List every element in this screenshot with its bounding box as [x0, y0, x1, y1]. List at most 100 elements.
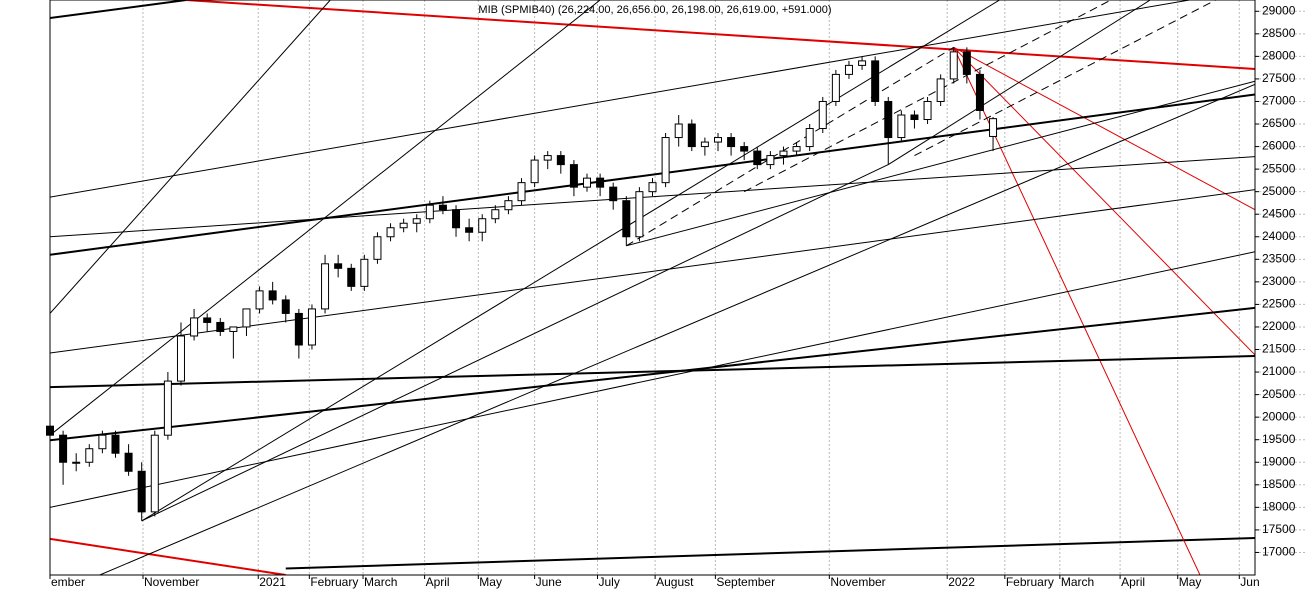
- candle-body: [844, 64, 853, 75]
- y-tick-label: 23500: [1262, 251, 1296, 265]
- candle-body: [59, 434, 68, 463]
- y-tick-label: 27000: [1262, 94, 1296, 108]
- candle-body: [779, 150, 788, 157]
- y-tick-label: 21000: [1262, 364, 1296, 378]
- y-tick-label: 24000: [1262, 229, 1296, 243]
- candle-layer: [46, 47, 998, 521]
- candle-body: [321, 263, 330, 310]
- candle-body: [347, 267, 356, 287]
- x-tick-label: April: [1121, 575, 1145, 589]
- x-tick-label: April: [426, 575, 450, 589]
- y-tick-label: 27500: [1262, 71, 1296, 85]
- x-tick-label: March: [364, 575, 397, 589]
- candle-body: [491, 209, 500, 220]
- trendline: [50, 189, 1255, 354]
- candle-body: [858, 60, 867, 66]
- x-tick-label: November: [830, 575, 885, 589]
- x-tick-label: March: [1061, 575, 1094, 589]
- candle-body: [884, 100, 893, 139]
- candle-body: [452, 209, 461, 229]
- x-tick-label: July: [598, 575, 619, 589]
- candle-body: [176, 335, 185, 382]
- candle-body: [216, 321, 225, 332]
- trendline: [141, 164, 889, 522]
- candle-body: [294, 312, 303, 346]
- trendline: [50, 537, 286, 575]
- candle-body: [975, 73, 984, 111]
- y-tick-label: 26000: [1262, 139, 1296, 153]
- candle-body: [609, 186, 618, 202]
- candle-body: [661, 137, 670, 184]
- candle-body: [281, 299, 290, 314]
- candle-body: [766, 155, 775, 166]
- x-tick-label: 2021: [259, 575, 286, 589]
- x-tick-label: February: [1006, 575, 1054, 589]
- candle-body: [268, 290, 277, 301]
- plot-frame: [49, 0, 1256, 576]
- y-tick-label: 17000: [1262, 545, 1296, 559]
- candle-body: [949, 51, 958, 80]
- x-tick-label: August: [656, 575, 694, 589]
- candle-body: [989, 118, 998, 137]
- candle-body: [412, 218, 421, 224]
- candle-body: [373, 236, 382, 260]
- trendline: [50, 0, 601, 436]
- candle-body: [98, 434, 107, 450]
- candle-body: [360, 258, 369, 287]
- candle-body: [517, 182, 526, 202]
- candle-body: [753, 150, 762, 166]
- candle-body: [897, 114, 906, 139]
- candle-body: [425, 204, 434, 220]
- candle-body: [740, 146, 749, 152]
- candle-body: [530, 159, 539, 184]
- y-tick-label: 22000: [1262, 319, 1296, 333]
- axis-layer: 17000 17500 18000 18500 19000 19500 20000 20500…: [49, 3, 1296, 589]
- grid-layer: [49, 0, 1306, 575]
- x-tick-label: February: [310, 575, 358, 589]
- candle-body: [936, 78, 945, 102]
- candle-body: [583, 177, 592, 188]
- candle-body: [334, 263, 343, 269]
- y-tick-label: 21500: [1262, 342, 1296, 356]
- candle-body: [504, 200, 513, 211]
- y-tick-label: 20500: [1262, 387, 1296, 401]
- trendline: [50, 0, 187, 20]
- trendline: [914, 0, 1216, 157]
- trendline: [50, 251, 1255, 508]
- y-tick-label: 18000: [1262, 500, 1296, 514]
- trendline: [50, 355, 1255, 389]
- x-tick-label: ember: [51, 575, 85, 589]
- y-tick-label: 29000: [1262, 3, 1296, 17]
- trendline: [50, 93, 1255, 256]
- trendline: [953, 47, 1255, 356]
- candle-body: [307, 308, 316, 346]
- y-tick-label: 23000: [1262, 274, 1296, 288]
- candle-body: [203, 317, 212, 323]
- trendline: [285, 537, 1255, 570]
- candle-body: [962, 51, 971, 75]
- candle-body: [150, 434, 159, 513]
- y-tick-label: 19500: [1262, 432, 1296, 446]
- x-tick-label: September: [716, 575, 775, 589]
- candle-body: [923, 100, 932, 121]
- x-tick-label: 2022: [948, 575, 975, 589]
- candle-body: [700, 141, 709, 148]
- x-tick-label: June: [536, 575, 562, 589]
- candle-body: [556, 155, 565, 166]
- x-tick-label: May: [479, 575, 502, 589]
- y-tick-label: 26500: [1262, 116, 1296, 130]
- candle-body: [596, 177, 605, 188]
- candle-body: [622, 200, 631, 238]
- candle-body: [255, 290, 264, 310]
- candle-body: [543, 155, 552, 161]
- trendline: [186, 0, 1255, 70]
- candle-body: [465, 227, 474, 233]
- candle-body: [163, 380, 172, 436]
- y-tick-label: 25500: [1262, 161, 1296, 175]
- trendline: [887, 0, 1151, 166]
- y-tick-label: 22500: [1262, 297, 1296, 311]
- candle-body: [229, 326, 238, 332]
- y-tick-label: 28000: [1262, 49, 1296, 63]
